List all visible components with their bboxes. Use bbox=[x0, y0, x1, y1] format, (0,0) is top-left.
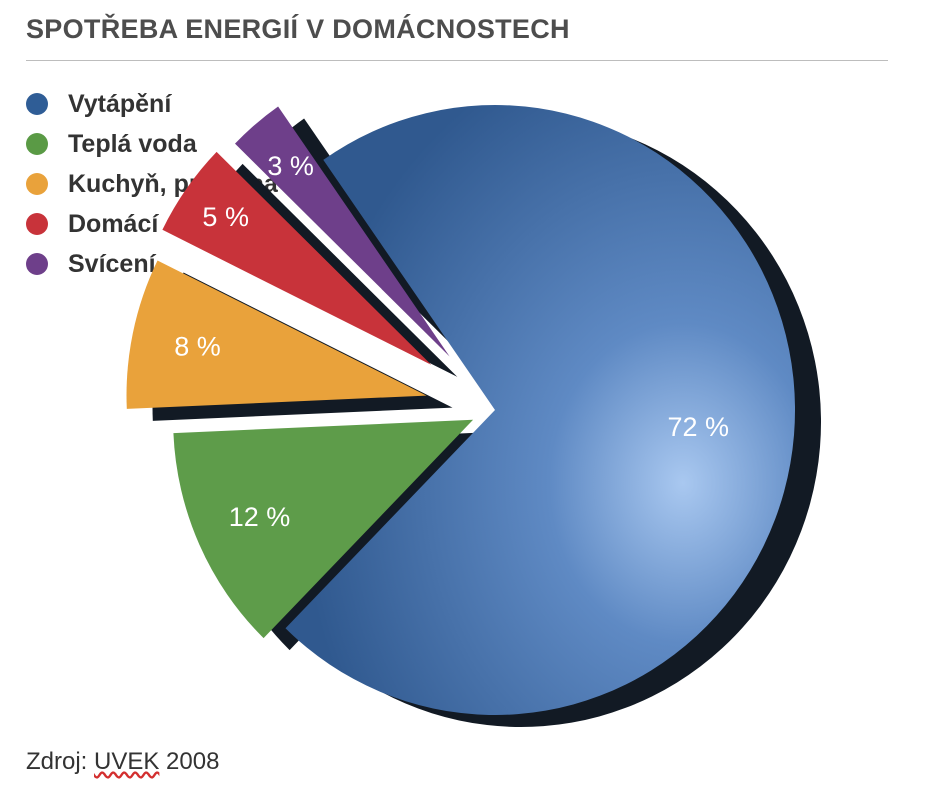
title-divider bbox=[26, 60, 888, 61]
source-note: Zdroj: UVEK 2008 bbox=[26, 748, 219, 776]
legend-item-tepla-voda: Teplá voda bbox=[26, 124, 292, 164]
legend-dot-icon bbox=[26, 173, 48, 195]
slice-tepla-voda bbox=[173, 419, 474, 639]
legend-label: Teplá voda bbox=[68, 129, 197, 158]
data-label-tepla-voda: 12 % bbox=[229, 502, 291, 532]
legend-label: Svícení bbox=[68, 249, 156, 278]
data-label-sviceni: 3 % bbox=[267, 151, 314, 181]
slice-vytapeni bbox=[285, 104, 796, 715]
source-prefix: Zdroj: bbox=[26, 748, 95, 775]
legend-item-vytapeni: Vytápění bbox=[26, 84, 292, 124]
source-year: 2008 bbox=[159, 748, 220, 775]
legend-dot-icon bbox=[26, 133, 48, 155]
legend-dot-icon bbox=[26, 253, 48, 275]
legend-item-sviceni: Svícení bbox=[26, 244, 292, 284]
slice-kuchyn-pradelna bbox=[126, 260, 427, 409]
legend-dot-icon bbox=[26, 213, 48, 235]
source-org: UVEK bbox=[94, 748, 160, 775]
data-label-domaci-spotrebice: 5 % bbox=[202, 202, 249, 232]
slice-domaci-spotrebice bbox=[162, 151, 432, 365]
legend-label: Vytápění bbox=[68, 89, 172, 118]
data-label-kuchyn-pradelna: 8 % bbox=[174, 332, 221, 362]
legend-dot-icon bbox=[26, 93, 48, 115]
data-label-vytapeni: 72 % bbox=[668, 412, 730, 442]
chart-title: SPOTŘEBA ENERGIÍ V DOMÁCNOSTECH bbox=[26, 14, 570, 44]
slice-sviceni bbox=[235, 106, 450, 357]
